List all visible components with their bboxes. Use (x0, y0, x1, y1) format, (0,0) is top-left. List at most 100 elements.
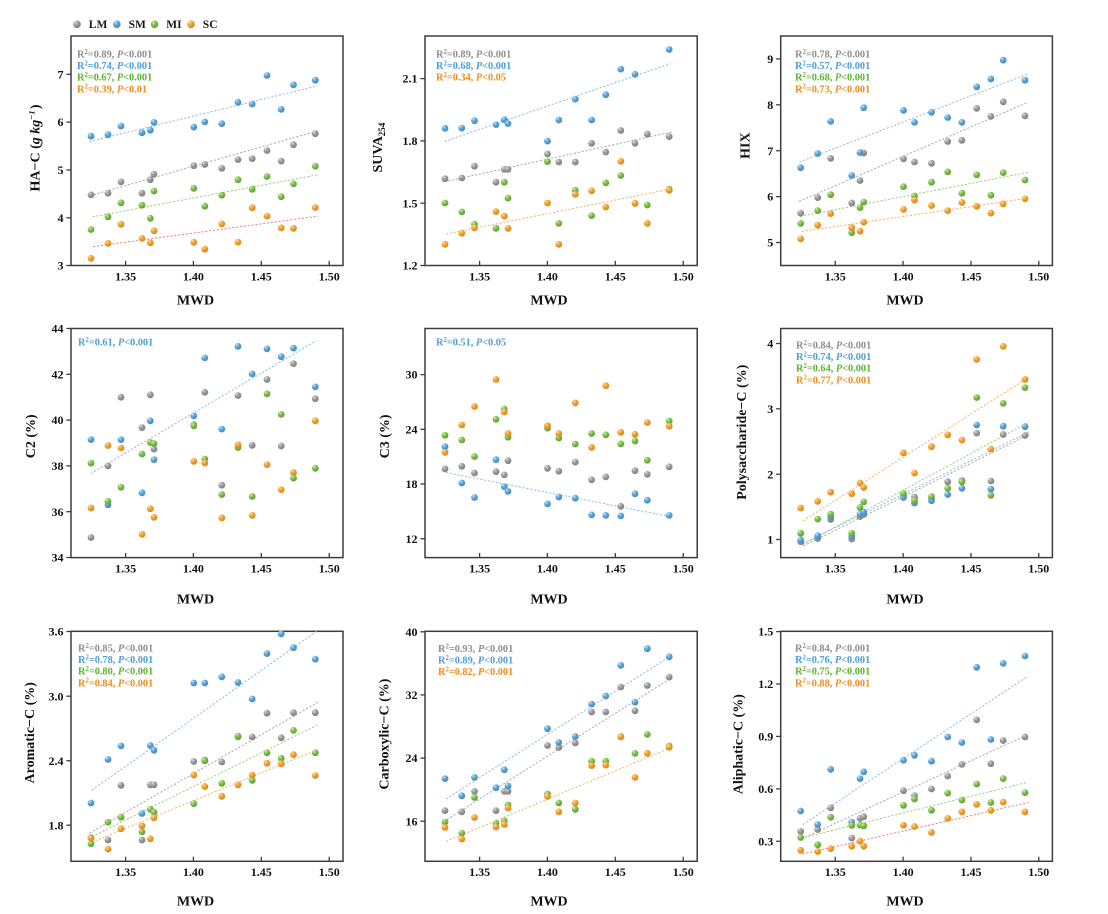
svg-text:16: 16 (406, 814, 418, 828)
svg-text:1.50: 1.50 (673, 561, 694, 575)
svg-text:1.45: 1.45 (961, 270, 982, 284)
svg-text:7: 7 (58, 67, 64, 81)
svg-text:MWD: MWD (530, 895, 567, 910)
svg-text:1.45: 1.45 (251, 865, 272, 879)
svg-text:1.8: 1.8 (49, 818, 64, 832)
svg-text:4: 4 (767, 337, 773, 351)
svg-text:1.40: 1.40 (183, 270, 204, 284)
svg-text:R2=0.84, P<0.001: R2=0.84, P<0.001 (795, 643, 870, 655)
svg-text:R2=0.93, P<0.001: R2=0.93, P<0.001 (438, 643, 513, 655)
svg-text:R2=0.61, P<0.001: R2=0.61, P<0.001 (78, 337, 153, 349)
svg-text:C2 (%): C2 (%) (24, 414, 39, 458)
svg-text:R2=0.74, P<0.001: R2=0.74, P<0.001 (77, 61, 152, 73)
svg-text:34: 34 (52, 551, 64, 565)
svg-text:Polysaccharide−C (%): Polysaccharide−C (%) (735, 364, 750, 499)
svg-text:1.45: 1.45 (605, 270, 626, 284)
svg-text:42: 42 (52, 367, 64, 381)
svg-text:1.45: 1.45 (251, 270, 272, 284)
svg-text:C3 (%): C3 (%) (378, 414, 393, 458)
svg-text:MWD: MWD (886, 294, 923, 309)
svg-text:44: 44 (52, 322, 64, 336)
svg-text:SM: SM (129, 19, 146, 31)
svg-text:3.0: 3.0 (49, 689, 64, 703)
svg-text:1.45: 1.45 (605, 561, 626, 575)
svg-text:MI: MI (166, 19, 182, 31)
svg-text:1.8: 1.8 (403, 134, 418, 148)
svg-text:R2=0.74, P<0.001: R2=0.74, P<0.001 (796, 352, 871, 364)
svg-text:R2=0.89, P<0.001: R2=0.89, P<0.001 (438, 655, 513, 667)
svg-text:3: 3 (767, 402, 773, 416)
svg-text:1.45: 1.45 (605, 865, 626, 879)
svg-text:1.40: 1.40 (893, 561, 914, 575)
svg-text:24: 24 (406, 751, 418, 765)
svg-text:1.2: 1.2 (403, 259, 418, 273)
svg-text:3.6: 3.6 (49, 625, 64, 639)
svg-text:40: 40 (406, 625, 418, 639)
svg-text:1.50: 1.50 (673, 270, 694, 284)
svg-text:R2=0.67, P<0.001: R2=0.67, P<0.001 (77, 72, 152, 84)
svg-text:1.40: 1.40 (893, 865, 914, 879)
svg-text:1.50: 1.50 (319, 865, 340, 879)
svg-text:1.45: 1.45 (251, 561, 272, 575)
svg-text:HA−C (g kg−1 ): HA−C (g kg−1 ) (26, 104, 43, 191)
svg-text:R2=0.88, P<0.001: R2=0.88, P<0.001 (795, 678, 870, 690)
svg-text:1.45: 1.45 (961, 561, 982, 575)
svg-text:6: 6 (58, 115, 64, 129)
svg-text:R2=0.75, P<0.001: R2=0.75, P<0.001 (795, 666, 870, 678)
svg-text:1.50: 1.50 (319, 561, 340, 575)
svg-text:R2=0.39, P<0.01: R2=0.39, P<0.01 (77, 84, 147, 96)
svg-text:1.40: 1.40 (183, 561, 204, 575)
svg-text:1.45: 1.45 (961, 865, 982, 879)
svg-text:R2=0.89, P<0.001: R2=0.89, P<0.001 (77, 49, 152, 61)
svg-text:MWD: MWD (530, 593, 567, 608)
svg-text:32: 32 (406, 688, 418, 702)
svg-text:R2=0.78, P<0.001: R2=0.78, P<0.001 (795, 49, 870, 61)
svg-text:R2=0.76, P<0.001: R2=0.76, P<0.001 (795, 655, 870, 667)
svg-text:Carboxylic−C (%): Carboxylic−C (%) (377, 678, 392, 789)
svg-text:0.3: 0.3 (758, 834, 773, 848)
svg-text:1.35: 1.35 (115, 865, 136, 879)
svg-text:R2=0.57, P<0.001: R2=0.57, P<0.001 (795, 61, 870, 73)
svg-text:7: 7 (767, 144, 773, 158)
svg-text:R2=0.89, P<0.001: R2=0.89, P<0.001 (436, 49, 511, 61)
svg-text:MWD: MWD (177, 895, 214, 910)
svg-text:1.50: 1.50 (1028, 561, 1049, 575)
svg-text:1.50: 1.50 (319, 270, 340, 284)
svg-text:1.50: 1.50 (673, 865, 694, 879)
svg-text:R2=0.77, P<0.001: R2=0.77, P<0.001 (796, 375, 871, 387)
svg-text:1.50: 1.50 (1028, 865, 1049, 879)
svg-text:18: 18 (406, 477, 418, 491)
svg-text:1.35: 1.35 (825, 865, 846, 879)
svg-text:Aliphatic−C (%): Aliphatic−C (%) (732, 694, 747, 794)
svg-text:R2=0.68, P<0.001: R2=0.68, P<0.001 (436, 61, 511, 73)
svg-text:R2=0.68, P<0.001: R2=0.68, P<0.001 (795, 72, 870, 84)
svg-text:SC: SC (203, 19, 218, 31)
svg-text:1.35: 1.35 (115, 561, 136, 575)
svg-text:MWD: MWD (177, 593, 214, 608)
svg-text:1.35: 1.35 (825, 270, 846, 284)
svg-text:R2=0.84, P<0.001: R2=0.84, P<0.001 (796, 340, 871, 352)
svg-text:1.5: 1.5 (758, 625, 773, 639)
svg-text:2: 2 (767, 467, 773, 481)
svg-text:R2=0.85, P<0.001: R2=0.85, P<0.001 (78, 643, 153, 655)
svg-text:Aromatic−C (%): Aromatic−C (%) (23, 682, 38, 784)
svg-text:5: 5 (58, 163, 64, 177)
svg-text:R2=0.73, P<0.001: R2=0.73, P<0.001 (795, 84, 870, 96)
svg-text:R2=0.64, P<0.001: R2=0.64, P<0.001 (796, 363, 871, 375)
svg-text:12: 12 (406, 532, 418, 546)
svg-text:2.1: 2.1 (403, 72, 418, 86)
svg-text:36: 36 (52, 505, 64, 519)
svg-text:8: 8 (767, 98, 773, 112)
svg-text:1.5: 1.5 (403, 196, 418, 210)
svg-text:1.40: 1.40 (537, 561, 558, 575)
svg-text:HIX: HIX (739, 132, 754, 158)
svg-text:MWD: MWD (530, 294, 567, 309)
svg-text:1.40: 1.40 (183, 865, 204, 879)
svg-text:1.35: 1.35 (469, 561, 490, 575)
svg-text:6: 6 (767, 190, 773, 204)
svg-text:0.9: 0.9 (758, 730, 773, 744)
svg-text:R2=0.34, P<0.05: R2=0.34, P<0.05 (436, 72, 506, 84)
svg-text:3: 3 (58, 259, 64, 273)
svg-text:2.4: 2.4 (49, 754, 64, 768)
svg-text:MWD: MWD (177, 294, 214, 309)
